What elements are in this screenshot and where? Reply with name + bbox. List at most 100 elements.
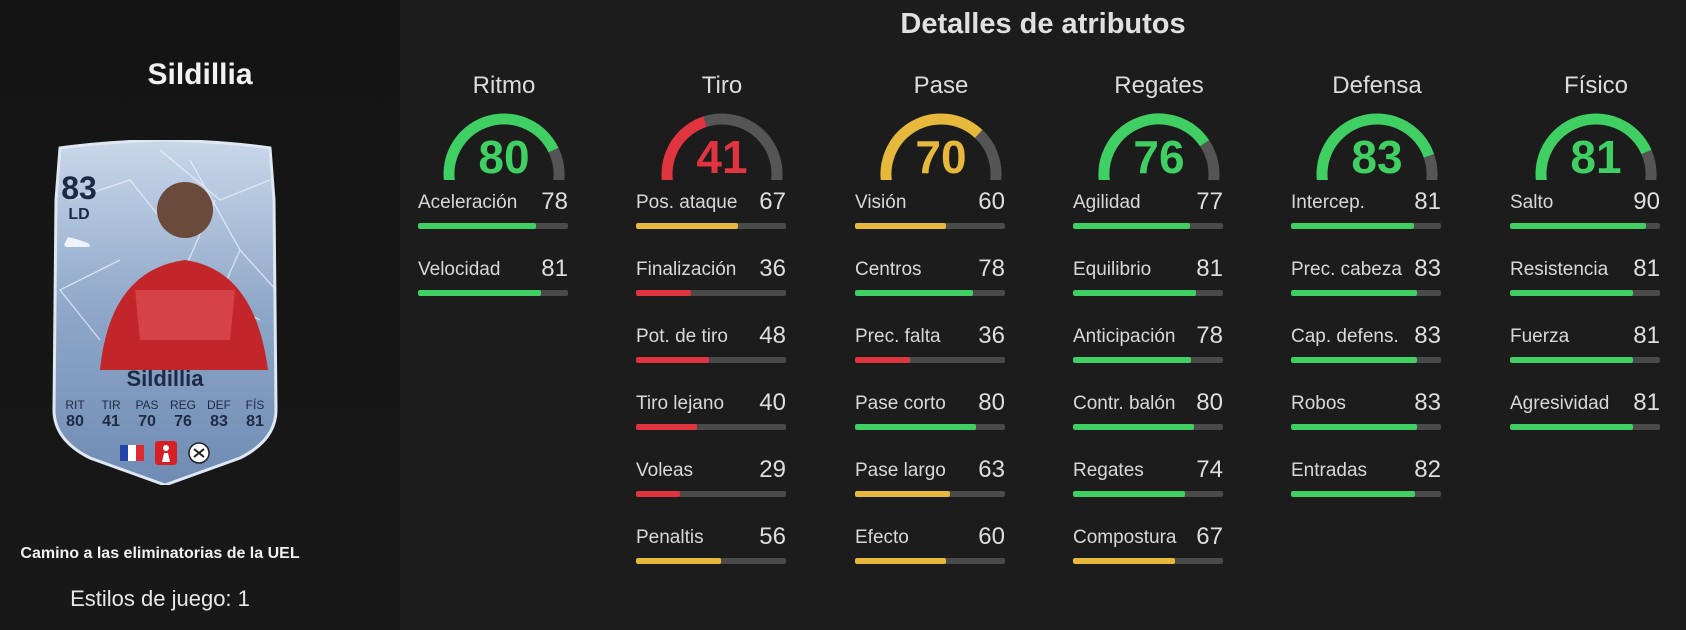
card-stat-value: 81 (246, 413, 264, 430)
page-title: Detalles de atributos (900, 8, 1186, 40)
stat-row: Tiro lejano 40 (633, 385, 811, 452)
category-gauge: 80 (415, 108, 593, 184)
stat-row: Salto 90 (1507, 184, 1685, 251)
gauge-fill (661, 116, 707, 180)
stat-value: 81 (1196, 255, 1223, 282)
gauge-fill (880, 113, 983, 180)
stat-name: Pase largo (855, 460, 946, 481)
stat-bar-fill (1073, 357, 1192, 363)
stat-value: 78 (1196, 322, 1223, 349)
category-gauge: 76 (1070, 108, 1248, 184)
gauge-fill (1535, 113, 1652, 180)
stat-value: 74 (1196, 456, 1223, 483)
gauge-arc (880, 113, 1002, 180)
stat-bar-fill (418, 290, 541, 296)
freiburg-crest-icon (188, 442, 210, 464)
stat-value: 80 (978, 389, 1005, 416)
player-card: 83 LD Sildillia RIT 80 TIR 41 PAS 70 REG… (40, 140, 290, 485)
stat-bar (418, 223, 568, 229)
card-position: LD (68, 206, 90, 223)
card-stat-value: 41 (102, 413, 120, 430)
gauge-arc (1535, 113, 1657, 180)
stat-row: Efecto 60 (852, 519, 1030, 586)
gauge-fill (1098, 113, 1210, 180)
gauge-track (974, 129, 1002, 180)
stat-bar-fill (855, 223, 946, 229)
category-gauge: 70 (852, 108, 1030, 184)
stat-value: 40 (759, 389, 786, 416)
stat-value: 81 (1414, 188, 1441, 215)
stat-name: Resistencia (1510, 259, 1609, 280)
category-1: Tiro 41 Pos. ataque 67 Finalización 36 Pot. de… (633, 72, 811, 586)
stat-bar (855, 424, 1005, 430)
stat-row: Prec. falta 36 (852, 318, 1030, 385)
card-stat: RIT 80 (58, 398, 92, 431)
gauge-track (1199, 140, 1220, 180)
card-stat-label: FÍS (245, 398, 265, 412)
category-2: Pase 70 Visión 60 Centros 78 Prec. falta 36 Pase… (852, 72, 1030, 586)
stat-bar-fill (855, 424, 977, 430)
card-stat-value: 83 (210, 413, 228, 430)
stat-bar-fill (1073, 558, 1175, 564)
stat-bar (636, 290, 786, 296)
category-value: 76 (1133, 131, 1185, 183)
stat-name: Penaltis (636, 527, 704, 548)
card-background (52, 140, 278, 485)
stat-bar-fill (1291, 357, 1417, 363)
stat-bar-fill (855, 491, 951, 497)
stat-name: Pos. ataque (636, 192, 738, 213)
france-flag-icon (120, 445, 144, 461)
stat-value: 36 (759, 255, 786, 282)
stat-bar-fill (1073, 491, 1186, 497)
stat-bar (418, 290, 568, 296)
card-stat-value: 76 (174, 413, 192, 430)
card-stat: PAS 70 (130, 398, 164, 431)
stat-row: Compostura 67 (1070, 519, 1248, 586)
category-value: 70 (915, 131, 967, 183)
gauge-track (1641, 149, 1657, 180)
stat-value: 60 (978, 523, 1005, 550)
stat-row: Anticipación 78 (1070, 318, 1248, 385)
stat-name: Fuerza (1510, 326, 1570, 347)
category-gauge: 41 (633, 108, 811, 184)
stat-bar-fill (855, 290, 974, 296)
stat-bar (636, 424, 786, 430)
card-stat-label: PAS (135, 398, 159, 412)
stat-bar (855, 491, 1005, 497)
stat-bar-fill (636, 558, 721, 564)
stat-name: Voleas (636, 460, 694, 481)
stat-bar (1073, 357, 1223, 363)
stat-name: Efecto (855, 527, 909, 548)
stat-bar-fill (636, 424, 697, 430)
stat-bar-fill (1073, 424, 1195, 430)
stat-value: 81 (1633, 255, 1660, 282)
card-rating: 83 (61, 170, 97, 206)
stat-bar (855, 357, 1005, 363)
stat-bar (1291, 491, 1441, 497)
stat-bar-fill (418, 223, 537, 229)
stat-value: 36 (978, 322, 1005, 349)
stat-bar (1510, 357, 1660, 363)
stat-name: Prec. falta (855, 326, 941, 347)
stat-value: 77 (1196, 188, 1223, 215)
stat-value: 60 (978, 188, 1005, 215)
stat-value: 81 (1633, 322, 1660, 349)
stat-bar (1291, 290, 1441, 296)
stat-name: Intercep. (1291, 192, 1365, 213)
stat-bar (636, 357, 786, 363)
card-stat: TIR 41 (94, 398, 128, 431)
stat-value: 90 (1633, 188, 1660, 215)
category-name: Regates (1114, 72, 1204, 99)
stat-bar (1073, 424, 1223, 430)
card-stat-label: DEF (207, 398, 231, 412)
category-value: 80 (478, 131, 530, 183)
gauge-arc (1098, 113, 1220, 180)
category-gauge: 83 (1288, 108, 1466, 184)
stat-bar-fill (636, 223, 738, 229)
gauge-arc (1316, 113, 1438, 180)
stat-name: Agilidad (1073, 192, 1141, 213)
card-stat-label: RIT (65, 398, 85, 412)
stat-row: Aceleración 78 (415, 184, 593, 251)
card-stat-value: 80 (66, 413, 84, 430)
category-name: Tiro (701, 72, 743, 99)
